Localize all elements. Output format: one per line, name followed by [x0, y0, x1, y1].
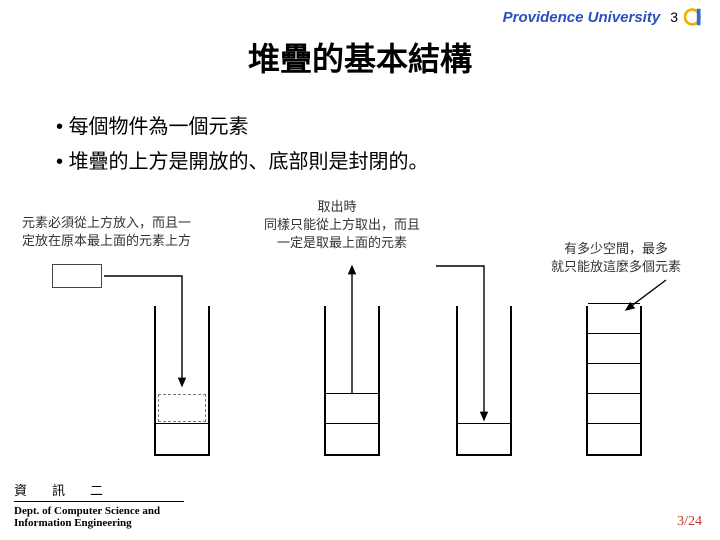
footer: 資 訊 二 Dept. of Computer Science and Info…	[14, 480, 184, 530]
footer-author: 資 訊 二	[14, 480, 184, 499]
push-arrow-icon	[26, 210, 694, 470]
university-logo-icon	[684, 6, 706, 28]
stack-diagram: 元素必須從上方放入，而且一 定放在原本最上面的元素上方 取出時 同樣只能從上方取…	[26, 210, 694, 470]
footer-divider	[14, 501, 184, 502]
footer-dept: Dept. of Computer Science and Informatio…	[14, 505, 184, 530]
university-name: Providence University	[503, 9, 661, 26]
slide: Providence University 3 堆疊的基本結構 每個物件為一個元…	[0, 0, 720, 540]
header: Providence University 3	[503, 6, 706, 28]
page-counter: 3/24	[677, 514, 702, 530]
page-number-top: 3	[670, 9, 678, 25]
slide-title: 堆疊的基本結構	[0, 34, 720, 80]
bullet-item: 每個物件為一個元素	[56, 110, 429, 139]
bullet-list: 每個物件為一個元素 堆疊的上方是開放的、底部則是封閉的。	[56, 110, 429, 180]
bullet-item: 堆疊的上方是開放的、底部則是封閉的。	[56, 145, 429, 174]
